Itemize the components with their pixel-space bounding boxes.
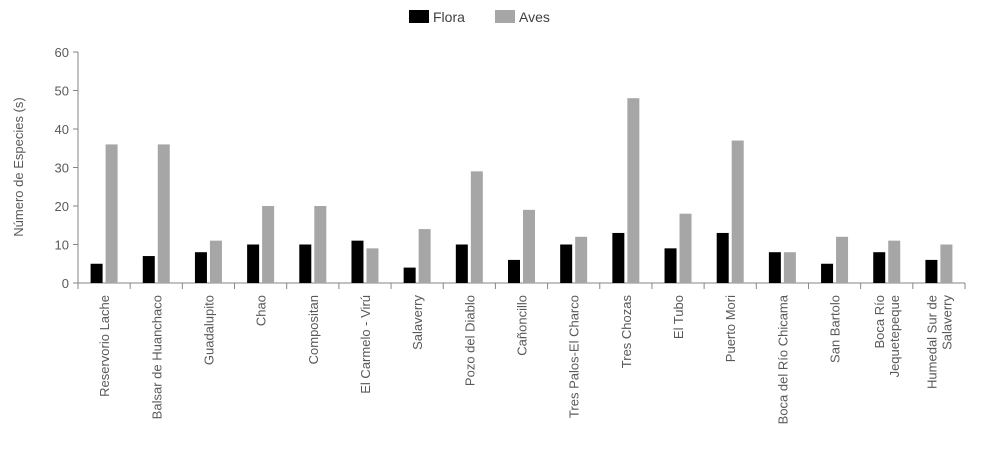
y-tick-label: 40 (55, 122, 69, 137)
legend-swatch-aves (495, 10, 515, 23)
x-axis (77, 282, 966, 289)
bar-flora (299, 244, 312, 283)
y-axis: 0 10 20 30 40 50 60 (55, 45, 79, 291)
x-tick-label: El Carmelo - Virú (358, 295, 373, 394)
bar-aves (157, 144, 170, 283)
x-tick-label: Reservorio Lache (97, 295, 112, 397)
bar-aves (836, 236, 849, 283)
bar-aves (888, 240, 901, 283)
y-tick-label: 30 (55, 161, 69, 176)
bar-flora (90, 263, 103, 283)
x-tick-label: Cañoncillo (515, 295, 530, 356)
bar-aves (783, 252, 796, 283)
y-axis-label: Número de Especies (s) (11, 97, 26, 236)
y-tick-label: 20 (55, 199, 69, 214)
x-tick-label: Boca del Río Chicama (775, 294, 790, 424)
bar-aves (575, 236, 588, 283)
bar-flora (247, 244, 260, 283)
bar-aves (679, 213, 692, 283)
bar-flora (455, 244, 468, 283)
x-tick-label: Boca RíoJequetepeque (872, 295, 902, 377)
bar-flora (351, 240, 364, 283)
x-tick-label: Pozo del Diablo (462, 295, 477, 386)
bar-flora (821, 263, 834, 283)
bar-aves (262, 206, 275, 283)
bar-flora (768, 252, 781, 283)
x-tick-label: Humedal Sur deSalaverry (924, 295, 954, 389)
bar-aves (523, 209, 535, 283)
x-tick-label: Chao (254, 295, 269, 326)
bar-aves (731, 140, 744, 283)
bar-flora (612, 232, 625, 283)
x-tick-labels: Reservorio Lache Balsar de Huanchaco Guada… (97, 294, 954, 424)
x-tick-label: Guadalupito (201, 295, 216, 365)
bar-flora (925, 259, 938, 283)
bar-aves (940, 244, 953, 283)
legend-label-aves: Aves (519, 9, 550, 25)
bar-flora (403, 267, 416, 283)
x-tick-label: Compositan (306, 295, 321, 364)
y-tick-label: 50 (55, 84, 69, 99)
bar-aves (418, 229, 431, 283)
y-tick-label: 0 (62, 276, 69, 291)
bar-flora (664, 248, 677, 283)
x-tick-label: Balsar de Huanchaco (149, 295, 164, 419)
x-tick-label: Tres Palos-El Charco (567, 295, 582, 418)
bar-flora (142, 256, 155, 283)
x-tick-label: Puerto Mori (723, 295, 738, 362)
legend-label-flora: Flora (433, 9, 465, 25)
bar-flora (194, 252, 207, 283)
bar-flora (873, 252, 886, 283)
x-tick-label: San Bartolo (828, 295, 843, 363)
x-tick-label: El Tubo (671, 295, 686, 339)
bar-flora (716, 232, 729, 283)
bar-aves (209, 240, 222, 283)
bar-aves (470, 171, 483, 283)
bar-flora (508, 259, 520, 283)
x-tick-label: Tres Chozas (619, 295, 634, 369)
bars (90, 98, 953, 283)
bar-flora (560, 244, 573, 283)
bar-aves (314, 206, 327, 283)
y-tick-label: 60 (55, 45, 69, 60)
bar-aves (627, 98, 640, 283)
bar-aves (105, 144, 118, 283)
legend-swatch-flora (409, 10, 429, 23)
x-tick-label: Salaverry (410, 295, 425, 350)
y-tick-label: 10 (55, 238, 69, 253)
bar-aves (366, 248, 379, 283)
legend: Flora Aves (409, 9, 550, 25)
